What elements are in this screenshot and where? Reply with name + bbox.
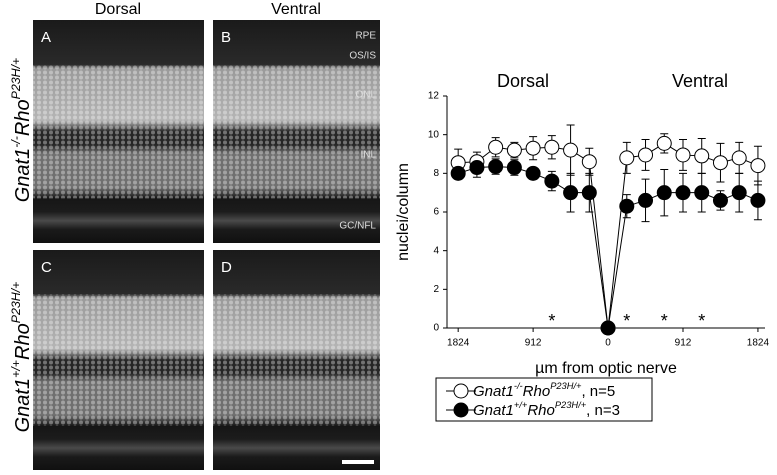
legend-marker bbox=[453, 383, 469, 399]
point bbox=[638, 192, 654, 208]
point bbox=[694, 148, 710, 164]
point bbox=[619, 198, 635, 214]
series-line bbox=[458, 166, 759, 329]
point bbox=[581, 154, 597, 170]
series-line bbox=[458, 142, 759, 329]
panel-letter: C bbox=[41, 259, 52, 276]
column-heading: Ventral bbox=[271, 1, 321, 18]
point bbox=[675, 147, 691, 163]
y-axis-title: nuclei/column bbox=[395, 163, 412, 261]
point bbox=[581, 185, 597, 201]
significance-marker: * bbox=[548, 311, 555, 331]
micrographs: A B C D Dorsal Ventral RPE OS/IS ONL INL GC/NFL Gna… bbox=[9, 1, 380, 470]
label-part: +/+ bbox=[9, 360, 23, 378]
significance-marker: * bbox=[661, 311, 668, 331]
point bbox=[731, 185, 747, 201]
x-tick-label: 1824 bbox=[447, 338, 470, 349]
point bbox=[506, 160, 522, 176]
layer-label: ONL bbox=[355, 90, 376, 101]
x-tick-label: 1824 bbox=[747, 338, 770, 349]
point bbox=[731, 150, 747, 166]
point bbox=[563, 142, 579, 158]
legend-label: Gnat1+/+RhoP23H/+, n=3 bbox=[473, 400, 620, 419]
label-part: -/- bbox=[514, 381, 523, 391]
label-part: Gnat1 bbox=[12, 148, 34, 202]
panel-letter: D bbox=[221, 259, 232, 276]
point bbox=[469, 160, 485, 176]
label-part: Rho bbox=[12, 99, 34, 136]
label-part: P23H/+ bbox=[9, 282, 23, 324]
legend-box bbox=[435, 377, 653, 422]
point bbox=[712, 155, 728, 171]
texture bbox=[213, 294, 380, 426]
point bbox=[488, 139, 504, 155]
point bbox=[656, 185, 672, 201]
label-part: , n=3 bbox=[586, 402, 620, 419]
point bbox=[600, 320, 616, 336]
panel-letter: B bbox=[221, 29, 231, 46]
label-part: P23H/+ bbox=[9, 58, 23, 100]
layer-label: RPE bbox=[355, 31, 376, 42]
x-tick-label: 912 bbox=[525, 338, 542, 349]
label-part: Rho bbox=[527, 402, 555, 419]
legend-marker bbox=[453, 402, 469, 418]
y-tick-label: 6 bbox=[433, 207, 439, 218]
region-label: Ventral bbox=[672, 71, 728, 91]
significance-marker: * bbox=[623, 311, 630, 331]
region-label: Dorsal bbox=[497, 71, 549, 91]
label-part: Rho bbox=[523, 383, 551, 400]
y-tick-label: 8 bbox=[433, 168, 439, 179]
point bbox=[638, 147, 654, 163]
texture bbox=[213, 64, 380, 199]
label-part: Gnat1 bbox=[473, 402, 514, 419]
label-part: Gnat1 bbox=[12, 378, 34, 432]
point bbox=[563, 185, 579, 201]
point bbox=[750, 192, 766, 208]
point bbox=[619, 150, 635, 166]
label-part: P23H/+ bbox=[550, 381, 582, 391]
panel-letter: A bbox=[41, 29, 51, 46]
x-tick-label: 0 bbox=[605, 338, 611, 349]
layer-label: GC/NFL bbox=[339, 221, 376, 232]
texture bbox=[33, 64, 204, 199]
point bbox=[656, 135, 672, 151]
point bbox=[712, 192, 728, 208]
point bbox=[450, 165, 466, 181]
column-heading: Dorsal bbox=[95, 1, 141, 18]
point bbox=[525, 165, 541, 181]
layer-label: INL bbox=[360, 150, 376, 161]
label-part: Rho bbox=[12, 323, 34, 360]
point bbox=[544, 173, 560, 189]
point bbox=[506, 142, 522, 158]
point bbox=[694, 185, 710, 201]
label-part: Gnat1 bbox=[473, 383, 514, 400]
y-tick-label: 4 bbox=[433, 245, 439, 256]
point bbox=[675, 185, 691, 201]
label-part: , n=5 bbox=[581, 383, 615, 400]
legend-label: Gnat1-/-RhoP23H/+, n=5 bbox=[473, 381, 615, 400]
label-part: P23H/+ bbox=[555, 400, 587, 410]
point bbox=[544, 139, 560, 155]
x-axis-title: µm from optic nerve bbox=[535, 360, 677, 377]
chart: 0 2 4 6 8 10 12 1824 912 0 912 1824 µm from optic ne… bbox=[395, 71, 770, 422]
label-part: -/- bbox=[9, 136, 23, 148]
texture bbox=[33, 294, 204, 426]
point bbox=[525, 140, 541, 156]
x-tick-label: 912 bbox=[675, 338, 692, 349]
row-label: Gnat1+/+RhoP23H/+ bbox=[9, 282, 34, 433]
label-part: +/+ bbox=[514, 400, 528, 410]
y-tick-label: 2 bbox=[433, 284, 439, 295]
point bbox=[750, 158, 766, 174]
point bbox=[488, 159, 504, 175]
layer-label: OS/IS bbox=[349, 51, 376, 62]
y-tick-label: 12 bbox=[428, 91, 440, 102]
y-tick-label: 0 bbox=[433, 323, 439, 334]
significance-marker: * bbox=[698, 311, 705, 331]
y-tick-label: 10 bbox=[428, 129, 440, 140]
row-label: Gnat1-/-RhoP23H/+ bbox=[9, 58, 34, 203]
